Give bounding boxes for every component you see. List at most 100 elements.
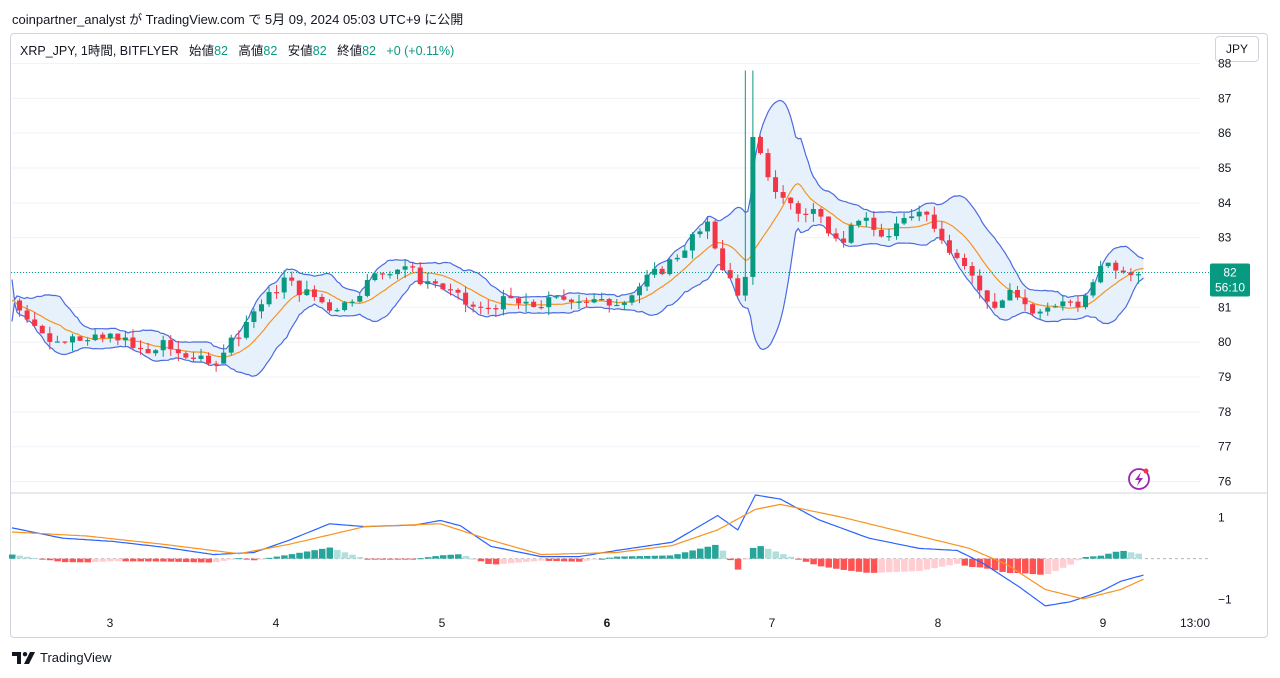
macd-histogram-bar [492,558,500,565]
legend-high-label: 高値 [238,44,264,58]
legend-open-label: 始値 [189,44,215,58]
candle-body [667,259,673,275]
macd-histogram-bar [560,558,568,562]
candle-body [969,266,975,276]
price-tick-label: 78 [1218,405,1232,419]
candle-body [705,221,711,232]
macd-histogram-bar [885,558,893,573]
macd-histogram-bar [477,558,485,562]
candle-body [689,234,695,251]
macd-histogram-bar [628,556,636,559]
candle-body [1098,266,1104,283]
candle-body [138,347,144,350]
candle-body [780,192,786,198]
price-tick-label: 87 [1218,91,1232,105]
macd-histogram-bar [447,554,454,559]
candle-body [841,238,847,243]
macd-histogram-bar [220,558,228,561]
macd-histogram-bar [424,557,432,559]
macd-histogram-bar [659,555,666,559]
candle-body [1083,295,1089,308]
candle-body [77,336,83,341]
candle-body [553,296,559,298]
macd-histogram-bar [636,556,643,559]
price-tick-label: 77 [1218,440,1232,454]
candle-body [894,223,900,237]
price-tick-label: 81 [1218,300,1232,314]
macd-histogram-bar [364,558,371,560]
macd-histogram-bar [1037,558,1044,575]
macd-histogram-bar [666,555,674,559]
time-tick-label: 4 [273,616,280,630]
macd-histogram-bar [16,555,24,559]
time-tick-label: 9 [1100,616,1107,630]
candle-body [1022,297,1028,305]
candle-body [954,252,960,258]
candle-body [17,300,23,311]
macd-histogram-bar [122,558,129,562]
macd-histogram-bar [303,551,311,559]
candle-body [803,213,809,215]
signal-line [11,503,1144,600]
candle-body [810,208,816,214]
candle-body [584,301,590,303]
candle-body [1037,311,1043,314]
candle-body [175,349,181,354]
candle-body [342,302,348,311]
legend-change: +0 (+0.11%) [386,44,455,58]
macd-histogram-bar [213,558,220,563]
candle-body [992,301,998,308]
macd-histogram-bar [749,547,757,559]
currency-button[interactable]: JPY [1215,36,1259,62]
candle-body [289,277,295,281]
macd-histogram-bar [1090,556,1097,559]
macd-histogram-bar [394,558,402,560]
lightning-icon[interactable] [1128,468,1150,490]
macd-histogram-bar [439,555,447,559]
macd-histogram-bar [901,558,908,572]
bollinger-upper [11,99,1144,350]
candle-body [168,340,174,350]
macd-histogram-bar [349,554,356,559]
macd-histogram-bar [250,558,258,561]
candle-body [417,267,423,285]
macd-tick-label: 1 [1218,511,1225,525]
candle-body [357,295,363,302]
macd-histogram-bar [991,558,999,571]
candle-body [274,292,280,294]
candle-body [977,275,983,291]
candle-body [447,289,453,291]
macd-histogram-bar [198,558,205,563]
macd-histogram-bar [281,555,288,559]
macd-pane [9,494,1210,607]
candle-body [432,281,438,284]
candle-body [659,268,665,275]
candle-body [24,310,30,320]
macd-histogram-bar [1105,553,1112,559]
macd-histogram-bar [228,558,235,560]
bollinger-lower [11,224,1144,377]
macd-histogram-bar [1135,553,1142,559]
macd-histogram-bar [243,558,250,560]
candle-body [100,334,106,339]
macd-histogram-bar [9,554,16,559]
candle-body [258,304,264,312]
macd-histogram-bar [651,555,659,559]
macd-histogram-bar [507,558,515,564]
macd-histogram-bar [969,558,976,568]
macd-histogram-bar [817,558,825,567]
candle-body [206,355,212,364]
legend-close: 82 [362,44,376,58]
legend-high: 82 [263,44,278,58]
chart-frame [10,33,1268,638]
legend-low-label: 安値 [287,44,313,58]
candle-body [750,137,756,277]
tradingview-brand: TradingView [12,650,112,665]
candle-body [478,306,484,308]
macd-histogram-bar [341,552,349,559]
time-tick-label: 5 [439,616,446,630]
price-tick-label: 85 [1218,161,1232,175]
candle-body [924,211,930,215]
macd-histogram-bar [1006,558,1014,574]
